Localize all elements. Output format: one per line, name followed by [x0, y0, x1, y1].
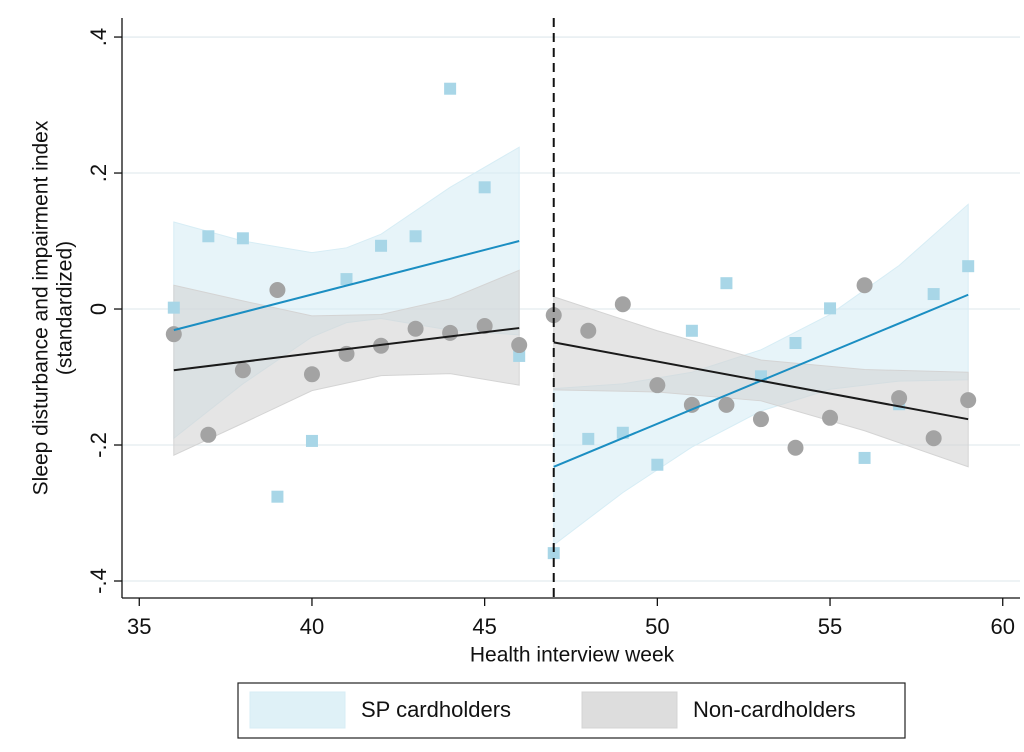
data-point — [442, 324, 459, 341]
data-point — [409, 230, 422, 243]
data-point — [858, 451, 871, 464]
data-point — [789, 337, 802, 350]
data-point — [269, 281, 286, 298]
data-point — [375, 239, 388, 252]
data-point — [582, 432, 595, 445]
x-tick-label: 35 — [127, 614, 151, 639]
y-tick-label: -.2 — [86, 432, 111, 458]
data-point — [856, 277, 873, 294]
data-point — [649, 377, 666, 394]
legend-box — [237, 682, 906, 739]
data-point — [478, 181, 491, 194]
x-tick-label: 55 — [818, 614, 842, 639]
data-point — [202, 230, 215, 243]
y-axis-title: (standardized) — [54, 241, 77, 375]
data-point — [407, 320, 424, 337]
legend-swatch — [249, 691, 346, 729]
fit-line — [173, 240, 520, 332]
data-point — [340, 273, 353, 286]
data-point — [614, 296, 631, 313]
data-point — [200, 426, 217, 443]
data-point — [651, 458, 664, 471]
data-point — [891, 390, 908, 407]
data-point — [787, 439, 804, 456]
data-point — [236, 232, 249, 245]
fit-line — [173, 327, 520, 372]
data-point — [305, 434, 318, 447]
data-point — [718, 396, 735, 413]
data-point — [580, 322, 597, 339]
data-point — [303, 366, 320, 383]
legend-label: SP cardholders — [361, 697, 511, 722]
data-point — [511, 337, 528, 354]
x-axis-title: Health interview week — [470, 644, 675, 667]
data-point — [685, 324, 698, 337]
x-tick-label: 50 — [645, 614, 669, 639]
data-point — [925, 430, 942, 447]
data-point — [476, 318, 493, 335]
legend-label: Non-cardholders — [693, 697, 856, 722]
data-point — [927, 288, 940, 301]
legend-swatch — [581, 691, 678, 729]
data-point — [752, 411, 769, 428]
y-tick-label: 0 — [86, 303, 111, 315]
data-point — [545, 307, 562, 324]
x-tick-label: 40 — [300, 614, 324, 639]
fit-line — [553, 341, 969, 421]
data-point — [962, 260, 975, 273]
data-point — [960, 392, 977, 409]
x-tick-label: 45 — [472, 614, 496, 639]
data-point — [683, 396, 700, 413]
y-tick-label: .2 — [86, 164, 111, 182]
data-point — [444, 82, 457, 95]
data-point — [167, 301, 180, 314]
data-point — [165, 326, 182, 343]
data-point — [720, 277, 733, 290]
data-point — [234, 362, 251, 379]
data-point — [513, 349, 526, 362]
data-point — [824, 302, 837, 315]
x-tick-label: 60 — [990, 614, 1014, 639]
confidence-band — [173, 269, 520, 456]
y-tick-label: -.4 — [86, 568, 111, 594]
data-point — [547, 547, 560, 560]
data-point — [271, 490, 284, 503]
y-tick-label: .4 — [86, 28, 111, 46]
y-axis-title: Sleep disturbance and impairment index — [30, 120, 53, 495]
data-point — [822, 409, 839, 426]
